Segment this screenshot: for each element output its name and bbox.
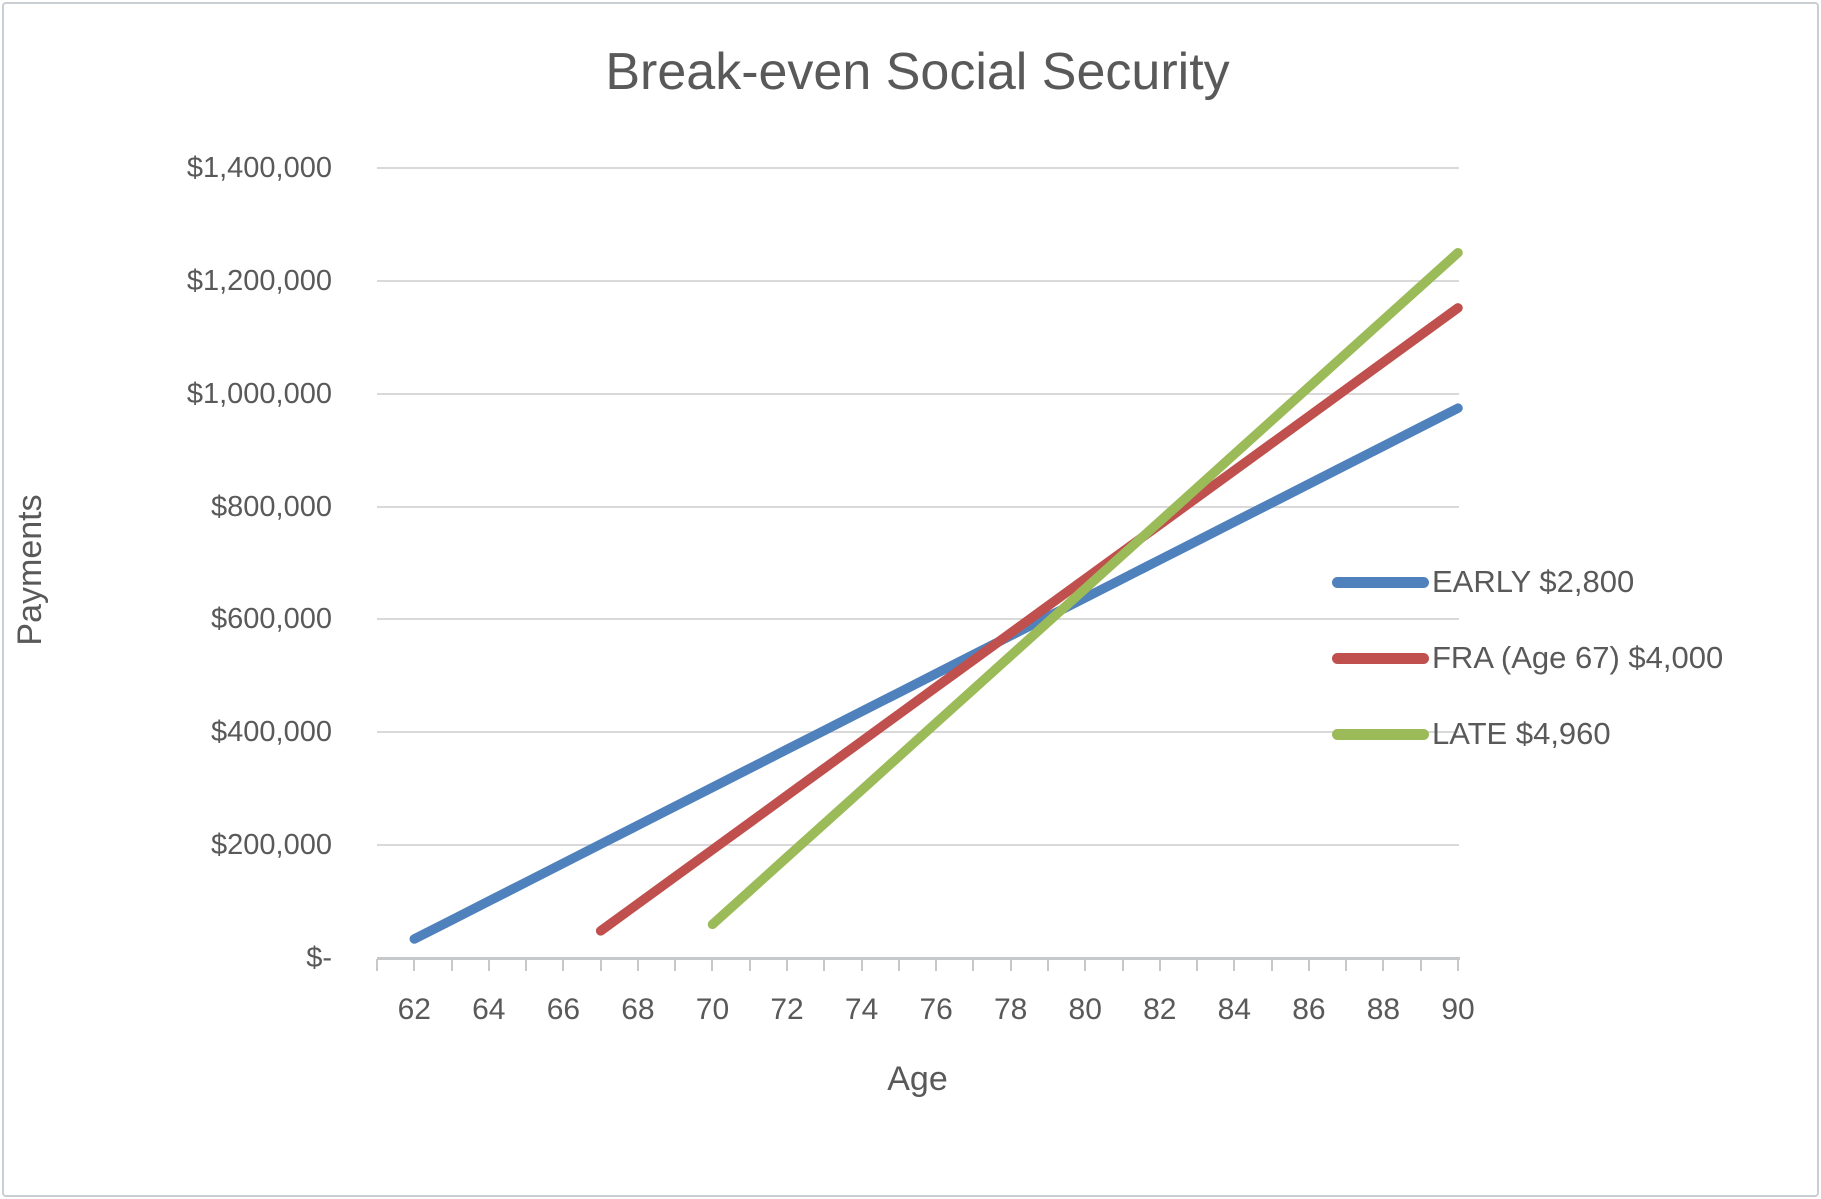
x-axis-tick [1158,959,1161,971]
x-axis-tick [823,959,826,971]
x-axis-tick [1419,959,1422,971]
y-tick-label: $1,200,000 [186,264,332,297]
x-axis-tick [1233,959,1236,971]
x-axis-tick [1270,959,1273,971]
y-axis-title: Payments [10,494,49,646]
gridline [377,618,1459,621]
x-tick-label: 90 [1441,993,1475,1026]
x-tick-label: 76 [919,993,953,1026]
x-axis-tick [487,959,490,971]
x-tick-label: 88 [1366,993,1401,1026]
x-axis-tick [972,959,975,971]
x-axis-tick [860,959,863,971]
legend-item: EARLY $2,800 [1332,561,1634,603]
x-tick-label: 68 [621,993,655,1026]
legend-line-marker [1332,728,1429,740]
x-tick-label: 70 [695,993,730,1026]
x-axis-tick [562,959,565,971]
x-axis-line [377,957,1460,960]
x-axis-tick [413,959,416,971]
x-axis-tick [935,959,938,971]
gridline [377,505,1459,508]
x-tick-label: 62 [397,993,431,1026]
series-line [595,303,1463,936]
x-axis-tick [674,959,677,971]
x-axis-tick [376,959,378,971]
x-axis-tick [748,959,751,971]
gridline [377,844,1459,847]
x-tick-label: 64 [472,993,506,1026]
legend-line-marker [1332,576,1429,588]
x-axis-tick [1046,959,1049,971]
x-axis-tick [897,959,900,971]
x-axis-tick [786,959,789,971]
legend-item: FRA (Age 67) $4,000 [1332,637,1723,679]
y-tick-label: $1,000,000 [186,377,332,410]
legend-line-marker [1332,652,1429,664]
series-line [707,247,1463,930]
gridline [377,279,1459,282]
x-tick-label: 78 [994,993,1028,1026]
x-axis-tick [1009,959,1012,971]
y-tick-label: $600,000 [211,603,332,636]
legend-label: EARLY $2,800 [1432,564,1635,599]
x-axis-tick [711,959,714,971]
x-tick-label: 84 [1217,993,1252,1026]
x-tick-label: 74 [844,993,879,1026]
legend-label: LATE $4,960 [1432,716,1611,751]
series-line [409,403,1463,944]
legend-label: FRA (Age 67) $4,000 [1432,640,1724,675]
y-tick-label: $200,000 [211,829,332,862]
gridline [377,731,1459,734]
y-tick-label: $800,000 [211,490,332,523]
y-tick-label: $1,400,000 [186,152,332,184]
x-tick-label: 82 [1143,993,1177,1026]
x-axis-tick [1307,959,1310,971]
x-axis-tick [1084,959,1087,971]
x-axis-tick [599,959,602,971]
legend-item: LATE $4,960 [1332,713,1611,755]
y-tick-label: $- [306,942,332,974]
chart-title: Break-even Social Security [605,43,1230,101]
x-axis-tick [450,959,453,971]
gridline [377,392,1459,395]
x-tick-label: 66 [546,993,581,1026]
x-axis-tick [1382,959,1385,971]
x-axis-tick [1121,959,1124,971]
x-axis-tick [1196,959,1199,971]
x-axis-tick [1345,959,1348,971]
x-axis-tick [636,959,639,971]
y-tick-label: $400,000 [211,716,332,749]
x-tick-label: 80 [1068,993,1102,1026]
gridline [377,167,1459,169]
x-axis-tick [1457,959,1459,971]
x-axis-tick [525,959,528,971]
x-axis-title: Age [887,1060,948,1098]
x-tick-label: 72 [770,993,804,1026]
x-tick-label: 86 [1292,993,1326,1026]
